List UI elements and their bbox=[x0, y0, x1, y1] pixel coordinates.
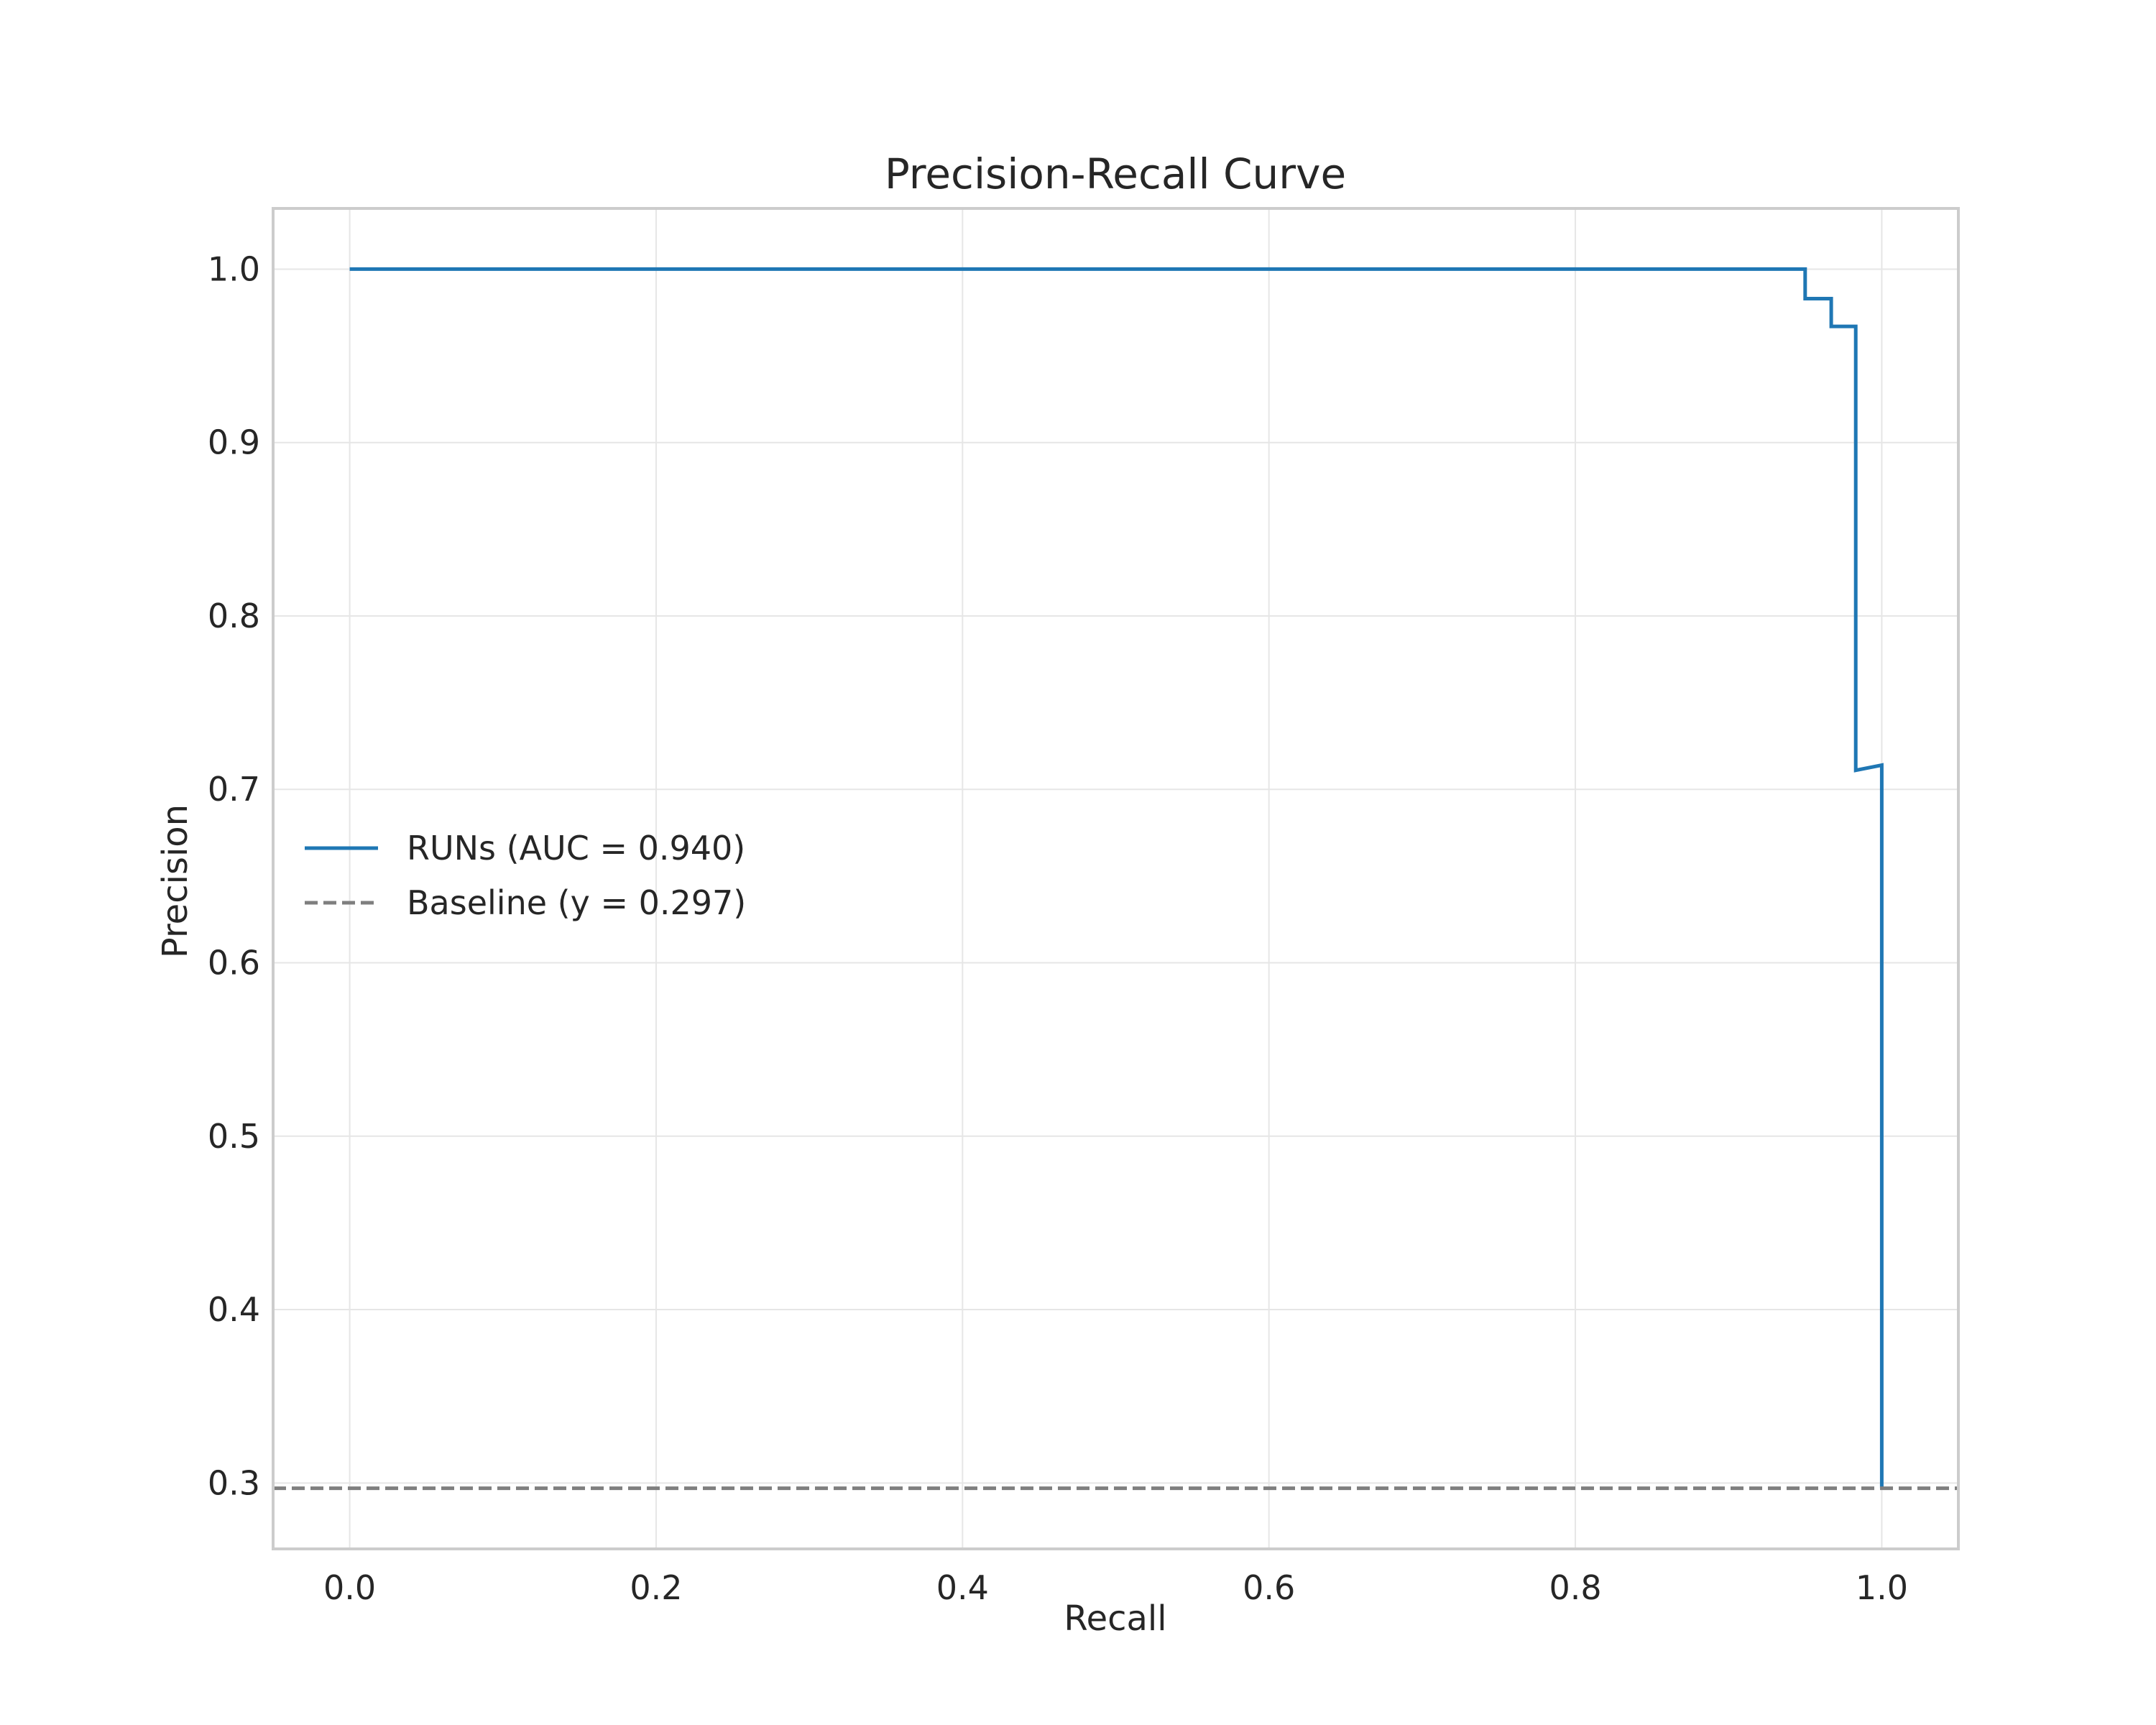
grid-lines bbox=[273, 208, 1958, 1549]
runs-pr-curve bbox=[349, 267, 1884, 1489]
y-axis-label: Precision bbox=[155, 804, 195, 958]
legend-label-baseline: Baseline (y = 0.297) bbox=[407, 883, 746, 922]
x-tick-label: 0.6 bbox=[1243, 1568, 1295, 1607]
legend-label-runs: RUNs (AUC = 0.940) bbox=[407, 829, 745, 868]
plot-frame bbox=[272, 207, 1960, 1550]
x-tick-label: 0.8 bbox=[1549, 1568, 1601, 1607]
x-tick-label: 0.2 bbox=[630, 1568, 682, 1607]
y-tick-labels: 0.3 0.4 0.5 0.6 0.7 0.8 0.9 1.0 bbox=[208, 249, 260, 1502]
x-tick-label: 0.0 bbox=[323, 1568, 376, 1607]
y-tick-label: 0.8 bbox=[208, 597, 260, 635]
y-tick-label: 0.9 bbox=[208, 423, 260, 462]
x-axis-label: Recall bbox=[1064, 1598, 1166, 1639]
y-tick-label: 0.5 bbox=[208, 1117, 260, 1156]
y-tick-label: 0.3 bbox=[208, 1463, 260, 1502]
chart-title: Precision-Recall Curve bbox=[885, 150, 1346, 198]
y-tick-label: 1.0 bbox=[208, 249, 260, 288]
y-tick-label: 0.7 bbox=[208, 770, 260, 809]
x-tick-label: 1.0 bbox=[1856, 1568, 1908, 1607]
y-tick-label: 0.6 bbox=[208, 944, 260, 983]
y-tick-label: 0.4 bbox=[208, 1290, 260, 1329]
x-tick-labels: 0.0 0.2 0.4 0.6 0.8 1.0 bbox=[323, 1568, 1908, 1607]
x-tick-label: 0.4 bbox=[936, 1568, 989, 1607]
legend: RUNs (AUC = 0.940) Baseline (y = 0.297) bbox=[305, 829, 746, 922]
series-lines bbox=[273, 267, 1958, 1491]
